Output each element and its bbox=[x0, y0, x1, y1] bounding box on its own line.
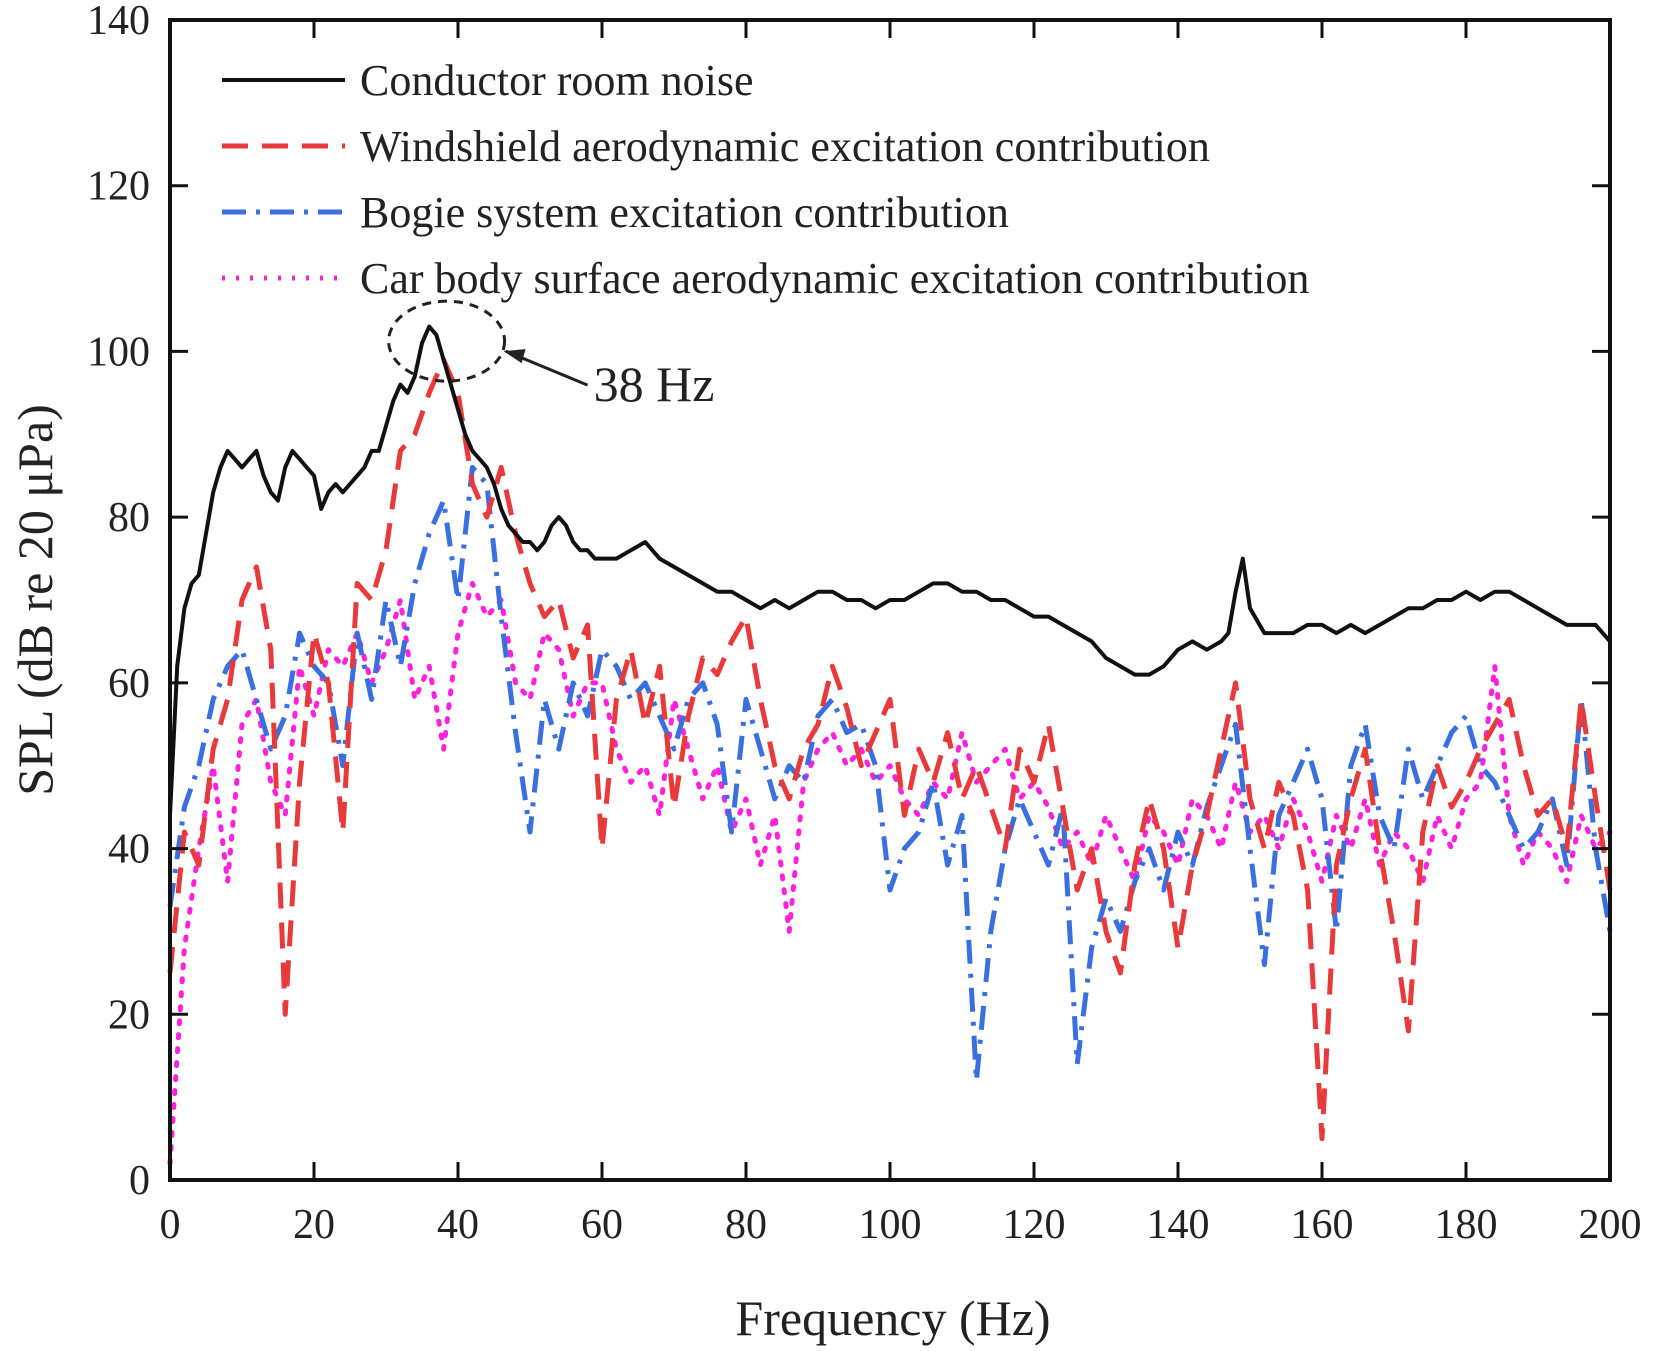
peak-annotation-label: 38 Hz bbox=[594, 356, 715, 412]
legend-label-4: Car body surface aerodynamic excitation … bbox=[360, 254, 1309, 303]
series-layer bbox=[167, 324, 1613, 1166]
x-tick-label: 60 bbox=[581, 1202, 623, 1248]
x-tick-label: 20 bbox=[293, 1202, 335, 1248]
x-axis-title: Frequency (Hz) bbox=[735, 1290, 1050, 1346]
legend-label-3: Bogie system excitation contribution bbox=[360, 188, 1009, 237]
y-axis-title: SPL (dB re 20 μPa) bbox=[7, 404, 63, 796]
x-tick-label: 180 bbox=[1435, 1202, 1498, 1248]
series-line-1 bbox=[168, 324, 1612, 816]
series-line-2 bbox=[167, 357, 1613, 1142]
x-tick-label: 120 bbox=[1003, 1202, 1066, 1248]
x-tick-label: 140 bbox=[1147, 1202, 1210, 1248]
x-tick-label: 160 bbox=[1291, 1202, 1354, 1248]
y-tick-label: 120 bbox=[87, 164, 150, 210]
series-line-4 bbox=[167, 580, 1613, 1166]
y-tick-label: 100 bbox=[87, 329, 150, 375]
y-tick-label: 20 bbox=[108, 992, 150, 1038]
series-line-3 bbox=[167, 464, 1613, 1084]
axes-layer: 0 20 40 60 80 100 120 140 160 180 200 0 20 40 60 80 100 1… bbox=[87, 0, 1642, 1248]
y-tick-label: 60 bbox=[108, 661, 150, 707]
legend-label-1: Conductor room noise bbox=[360, 56, 754, 105]
annotation-arrowhead bbox=[503, 349, 526, 364]
legend-label-2: Windshield aerodynamic excitation contri… bbox=[360, 122, 1210, 171]
annotation-layer: 38 Hz bbox=[387, 299, 715, 412]
x-tick-label: 100 bbox=[859, 1202, 922, 1248]
legend-layer: Conductor room noise Windshield aerodynam… bbox=[222, 56, 1309, 303]
y-tick-label: 80 bbox=[108, 495, 150, 541]
y-tick-label: 0 bbox=[129, 1158, 150, 1204]
x-tick-label: 40 bbox=[437, 1202, 479, 1248]
x-tick-label: 0 bbox=[160, 1202, 181, 1248]
peak-highlight-circle bbox=[387, 299, 507, 383]
y-tick-label: 40 bbox=[108, 827, 150, 873]
x-tick-label: 200 bbox=[1579, 1202, 1642, 1248]
y-tick-label: 140 bbox=[87, 0, 150, 44]
x-tick-label: 80 bbox=[725, 1202, 767, 1248]
